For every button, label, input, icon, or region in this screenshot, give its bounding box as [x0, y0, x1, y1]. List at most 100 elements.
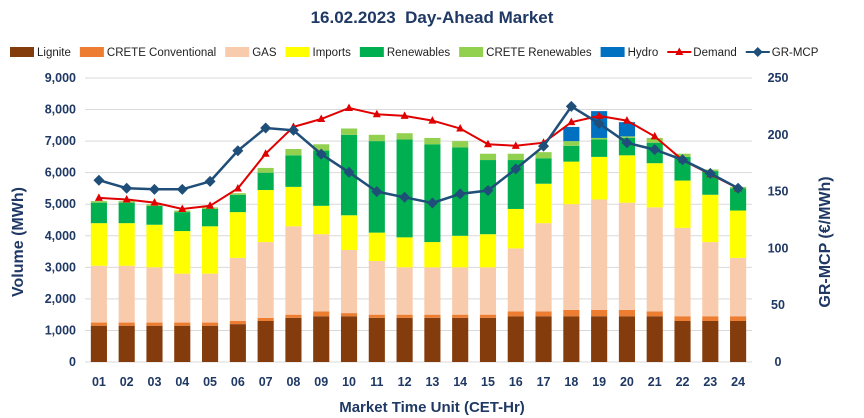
y-tick-label: 4,000 — [45, 229, 76, 243]
bar-lignite — [229, 324, 246, 362]
bar-renewables — [563, 145, 580, 162]
gr-mcp-point — [482, 184, 494, 196]
x-tick-label: 12 — [398, 375, 412, 389]
bar-gas — [313, 234, 330, 312]
bar-lignite — [313, 316, 330, 362]
gr-mcp-point — [176, 183, 188, 195]
y-axis-label: Volume (MWh) — [10, 187, 27, 297]
bar-crete-renewables — [591, 137, 608, 140]
bar-gas — [674, 227, 691, 317]
y2-axis-label: GR-MCP (€/MWh) — [817, 176, 834, 307]
bar-lignite — [396, 317, 413, 362]
bar-gas — [285, 226, 302, 315]
legend-label: Renewables — [387, 47, 451, 59]
bar-gas — [452, 267, 469, 315]
bar-gas — [618, 202, 635, 310]
bar-lignite — [563, 316, 580, 362]
bar-gas — [229, 257, 246, 321]
gr-mcp-point — [510, 163, 522, 175]
bar-gas — [507, 248, 524, 312]
bar-crete-conventional — [563, 309, 580, 317]
bar-gas — [396, 267, 413, 315]
bar-imports — [118, 223, 135, 266]
bar-lignite — [118, 325, 135, 362]
legend-swatch — [359, 47, 384, 57]
demand-point — [178, 204, 187, 212]
bar-lignite — [146, 325, 163, 362]
bar-gas — [730, 257, 747, 317]
y-axis-left: 0 1,000 2,000 3,000 4,000 5,000 6,000 7,000 8,00… — [45, 71, 76, 369]
gr-mcp-point — [343, 166, 355, 178]
bar-gas — [90, 265, 107, 323]
y2-tick-label: 150 — [768, 185, 789, 199]
gr-mcp-point — [565, 100, 577, 112]
y-tick-label: 7,000 — [45, 134, 76, 148]
demand-point — [317, 114, 326, 123]
bar-imports — [368, 232, 385, 262]
bar-crete-renewables — [479, 153, 497, 161]
x-tick-label: 17 — [537, 375, 551, 389]
y-tick-label: 6,000 — [45, 166, 76, 180]
legend-swatch — [285, 47, 310, 57]
x-tick-label: 05 — [203, 375, 217, 389]
y2-tick-label: 250 — [768, 71, 789, 85]
gr-mcp-point — [204, 175, 216, 187]
bar-crete-conventional — [618, 309, 635, 317]
bar-lignite — [257, 320, 274, 362]
grid-lines — [85, 77, 752, 363]
bar-crete-conventional — [146, 322, 163, 326]
x-tick-label: 23 — [703, 375, 717, 389]
gr-mcp-point — [121, 182, 133, 194]
bar-crete-conventional — [591, 309, 608, 317]
line-series — [93, 100, 744, 212]
x-axis: 01 02 03 04 05 06 07 08 09 10 11 12 13 14 15 16 17 18 19 20… — [92, 375, 745, 389]
bar-gas — [118, 265, 135, 323]
bar-crete-renewables — [340, 128, 358, 135]
legend-swatch — [10, 47, 34, 57]
stacked-bars — [90, 111, 747, 362]
demand-point — [595, 111, 604, 119]
bar-crete-conventional — [396, 314, 413, 318]
bar-imports — [452, 235, 469, 268]
x-tick-label: 24 — [731, 375, 745, 389]
bar-renewables — [90, 202, 107, 224]
bar-gas — [368, 261, 385, 315]
gr-mcp-point — [232, 145, 244, 157]
bar-imports — [646, 163, 663, 208]
legend-item-lignite: Lignite — [10, 47, 71, 59]
x-tick-label: 22 — [676, 375, 690, 389]
x-tick-label: 16 — [509, 375, 523, 389]
legend-item-gr-mcp: GR-MCP — [745, 47, 819, 59]
bar-lignite — [452, 317, 469, 362]
demand-point — [567, 117, 576, 126]
bar-lignite — [285, 317, 302, 362]
legend-label: GAS — [252, 47, 277, 59]
gr-mcp-point — [649, 144, 661, 156]
legend-label: Demand — [693, 47, 736, 59]
bar-renewables — [479, 160, 497, 235]
bar-imports — [591, 156, 608, 200]
x-tick-label: 04 — [175, 375, 189, 389]
bar-imports — [424, 242, 441, 268]
bar-lignite — [674, 320, 691, 362]
gr-mcp-point — [399, 191, 411, 203]
chart-legend: Lignite CRETE Conventional GAS Imports Renew… — [10, 47, 819, 59]
bar-crete-renewables — [424, 137, 441, 145]
bar-imports — [202, 226, 219, 274]
legend-swatch — [225, 47, 250, 57]
bar-gas — [424, 267, 441, 315]
gr-mcp-point — [371, 186, 383, 198]
bar-crete-conventional — [646, 311, 663, 317]
y-tick-label: 0 — [69, 355, 76, 369]
legend-item-hydro: Hydro — [600, 47, 658, 59]
bar-hydro — [618, 122, 635, 137]
bar-renewables — [313, 150, 330, 206]
bar-imports — [229, 212, 246, 258]
x-tick-label: 13 — [425, 375, 439, 389]
demand-point — [511, 141, 520, 149]
bar-imports — [702, 194, 719, 243]
bar-imports — [90, 223, 107, 266]
bar-crete-conventional — [340, 313, 358, 317]
legend-label: GR-MCP — [772, 47, 819, 59]
bar-renewables — [424, 144, 441, 243]
